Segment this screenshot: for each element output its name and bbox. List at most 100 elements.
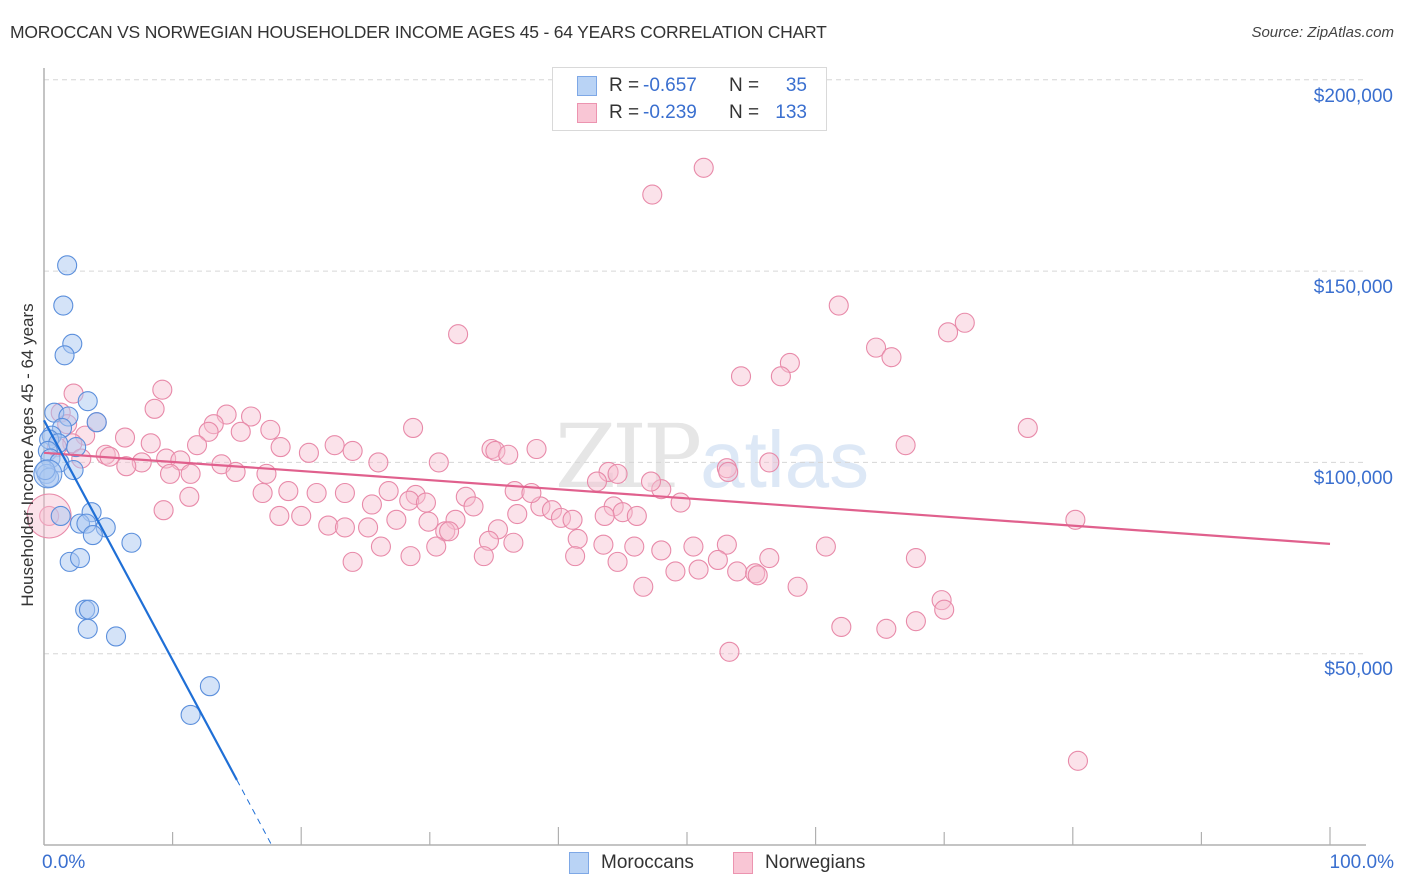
moroccan-point [66,437,87,458]
norwegian-point [747,565,768,586]
legend-label-moroccans: Moroccans [601,852,694,873]
moroccan-point [50,505,71,527]
moroccan-point [180,704,201,725]
norwegian-point [358,517,379,538]
norwegian-point [370,536,391,557]
norwegian-point [445,509,466,530]
moroccan-point [53,295,74,316]
norwegian-point [252,482,273,504]
norwegian-point [144,398,165,419]
norwegian-point [586,471,608,492]
norwegian-point [399,490,420,511]
y-axis-label: Householder Income Ages 45 - 64 years [18,303,37,607]
norwegian-point [270,437,291,458]
norwegians-swatch [733,852,753,874]
norwegian-point [670,492,691,513]
norwegian-point [439,521,460,542]
norwegian-point [1017,417,1038,439]
moroccan-point [69,547,91,569]
norwegian-point [504,481,525,502]
norwegian-point [770,366,791,387]
norwegian-point [448,324,469,345]
norwegian-point [895,435,916,456]
norwegian-point [334,517,355,538]
legend-row-moroccans: R = -0.657 N = 35 [577,73,807,99]
norwegian-point [361,494,382,515]
norwegian-point [759,452,780,473]
norwegian-point [368,452,389,473]
legend-item-norwegians[interactable]: Norwegians [733,852,865,874]
norwegian-point [240,406,262,427]
norwegian-point [415,492,436,513]
moroccan-point [78,599,100,620]
norwegian-point [716,534,737,555]
moroccans-swatch [577,76,597,96]
n-value: 133 [775,102,807,123]
norwegian-point [159,463,181,484]
moroccan-point-large [33,459,63,489]
norwegian-point [828,295,849,316]
norwegian-point [342,440,363,461]
norwegian-point [607,551,628,572]
norwegian-point [152,379,173,400]
r-value: -0.657 [643,75,697,96]
norwegian-point [876,618,897,639]
moroccans-trend-extension [236,779,273,846]
moroccan-point [105,626,127,647]
norwegian-point [719,641,740,662]
norwegian-point [291,505,312,527]
norwegian-point [260,419,281,440]
norwegian-point [179,486,200,507]
norwegian-point [418,511,439,532]
norwegian-point [473,546,494,567]
chart-title: MOROCCAN VS NORWEGIAN HOUSEHOLDER INCOME… [10,22,827,42]
norwegian-point [153,500,174,521]
r-label: R = [609,75,640,96]
n-label: N = [729,102,760,123]
moroccan-point [82,525,103,546]
norwegian-point [567,528,588,549]
x-tick-100: 100.0% [1329,852,1394,873]
norwegian-point [624,536,645,557]
norwegian-point [881,347,902,368]
norwegian-point [324,435,345,456]
moroccans-trend-line [43,419,238,781]
norwegian-point [565,546,586,567]
norwegian-point [633,576,654,597]
norwegian-point [594,505,615,527]
norwegian-point [507,504,528,525]
norwegian-point [400,546,421,567]
norwegian-point [306,482,327,504]
moroccan-point [121,532,142,553]
legend-item-moroccans[interactable]: Moroccans [569,852,694,874]
norwegian-point [198,421,219,442]
norwegian-point [593,534,614,555]
norwegian-point [170,450,191,471]
norwegian-point [403,417,424,439]
y-tick-150000: $150,000 [1313,277,1393,298]
norwegian-point [478,530,500,551]
norwegian-point [503,532,524,553]
norwegian-point [730,366,752,387]
n-label: N = [729,75,760,96]
norwegians-trend-line [43,451,1331,545]
norwegian-point [787,576,808,597]
norwegian-point [934,599,955,620]
norwegian-point [688,559,709,580]
norwegian-point [759,547,780,569]
source-label: Source: ZipAtlas.com [1251,24,1394,41]
norwegians-swatch [577,103,597,123]
y-tick-200000: $200,000 [1313,86,1393,107]
norwegian-point [131,452,152,473]
norwegian-point [298,442,319,463]
norwegian-point [386,509,407,530]
norwegian-point [865,337,887,358]
moroccan-point [77,618,98,639]
norwegian-point [642,184,663,205]
norwegian-point [640,471,662,492]
norwegian-point [485,440,506,461]
norwegian-point [342,551,363,572]
norwegian-point [665,561,686,582]
axes [43,68,1366,846]
